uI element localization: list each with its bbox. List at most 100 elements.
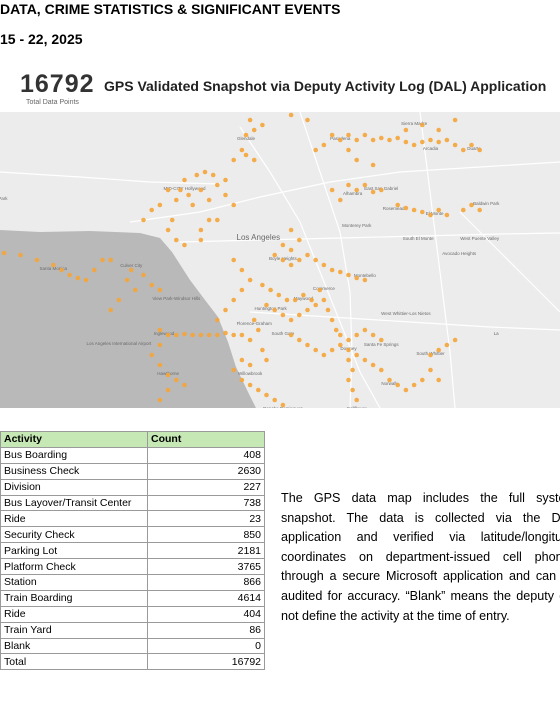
activity-name: Bus Boarding [4,449,68,462]
gps-data-point [178,187,183,193]
gps-data-point [264,357,269,363]
table-row: Total 16792 [0,653,265,671]
gps-data-point [338,342,343,348]
gps-data-point [428,367,433,373]
table-row: Station 866 [0,574,265,591]
gps-data-point [182,177,187,183]
gps-data-point [288,227,294,233]
gps-data-point [321,297,327,303]
gps-data-point [469,202,474,208]
gps-data-point [231,157,236,163]
gps-data-point [403,387,409,393]
gps-data-point [444,212,450,218]
gps-data-point [420,122,425,128]
gps-data-point [346,337,351,343]
gps-data-point [67,272,72,278]
gps-data-point [288,247,294,253]
gps-data-point [243,152,249,158]
gps-data-point [370,137,376,143]
gps-data-point [309,297,314,303]
gps-data-point [461,147,466,153]
gps-data-point [247,337,253,343]
count-cell: 16792 [147,653,265,671]
gps-data-point [325,307,331,313]
map-place-label: Maywood [294,296,314,301]
gps-data-point [251,157,257,163]
gps-data-point [116,297,122,303]
map-place-label: Monterey Park [342,223,372,228]
gps-data-point [174,377,179,383]
gps-data-point [239,287,245,293]
gps-data-point [288,317,294,323]
gps-data-point [329,187,335,193]
map-place-label: Topanga State Park [0,196,8,201]
gps-data-point [174,197,179,203]
count-cell: 227 [147,478,265,496]
gps-data-point [280,257,286,263]
map-place-label: West Whittier-Los Nietos [381,311,431,316]
gps-data-point [370,162,376,168]
gps-data-point [231,297,236,303]
map-place-label: Los Angeles International Airport [87,341,153,346]
gps-data-point [264,392,269,398]
gps-data-point [297,312,302,318]
gps-data-point [149,282,154,288]
gps-data-point [251,317,257,323]
gps-data-point [370,362,376,368]
map-place-label: Glendale [237,136,256,141]
gps-data-point [108,307,113,313]
gps-data-point [338,269,343,275]
activity-name: Parking Lot [4,544,58,557]
activity-name: Ride [4,608,26,621]
gps-data-point [346,272,351,278]
gps-data-point [403,205,409,211]
gps-data-point [239,267,245,273]
gps-data-point [362,182,368,188]
gps-data-point [411,207,417,213]
gps-data-point [477,207,483,213]
gps-data-point [346,182,351,188]
count-cell: 850 [147,526,265,544]
gps-data-point [157,362,163,368]
gps-data-point [395,382,401,388]
count-cell: 2630 [147,462,265,480]
map-place-label: Alhambra [343,191,363,196]
map-place-label: Florence-Graham [237,321,273,326]
gps-data-point [469,142,474,148]
report-header-title: DATA, CRIME STATISTICS & SIGNIFICANT EVE… [0,1,341,17]
gps-data-point [272,307,278,313]
gps-data-point [428,212,433,218]
gps-data-point [231,332,236,338]
gps-data-point [313,147,319,153]
gps-data-point [297,257,302,263]
map-place-label: Bellflower [347,406,367,408]
gps-data-point [362,277,368,283]
gps-data-point [198,332,204,338]
map-place-label: Norwalk [381,381,398,386]
gps-data-point [297,237,302,243]
gps-data-point [370,189,376,195]
activity-name: Bus Layover/Transit Center [4,497,132,509]
table-row: Ride 23 [0,510,265,528]
map-place-label: Santa Monica [40,266,68,271]
gps-data-point [198,227,204,233]
gps-data-point [420,139,425,145]
map-place-label: Avocado Heights [442,251,477,256]
activity-name: Station [4,576,37,589]
gps-data-point [338,137,343,143]
table-row: Ride 404 [0,605,265,623]
table-body: Bus Boarding 408 Business Check 2630 Divisio… [0,446,265,671]
gps-data-point [210,172,216,178]
gps-data-point [165,332,171,338]
gps-data-point [379,337,384,343]
gps-data-point [297,337,302,343]
count-cell: 86 [147,621,265,639]
gps-data-point [157,327,163,333]
snapshot-title: GPS Validated Snapshot via Deputy Activi… [104,78,547,94]
gps-data-point [223,330,228,336]
gps-data-point [288,262,294,268]
gps-data-point [251,127,257,133]
activity-name: Business Check [4,465,80,478]
gps-data-point [387,377,392,383]
column-header-activity: Activity [0,431,148,448]
